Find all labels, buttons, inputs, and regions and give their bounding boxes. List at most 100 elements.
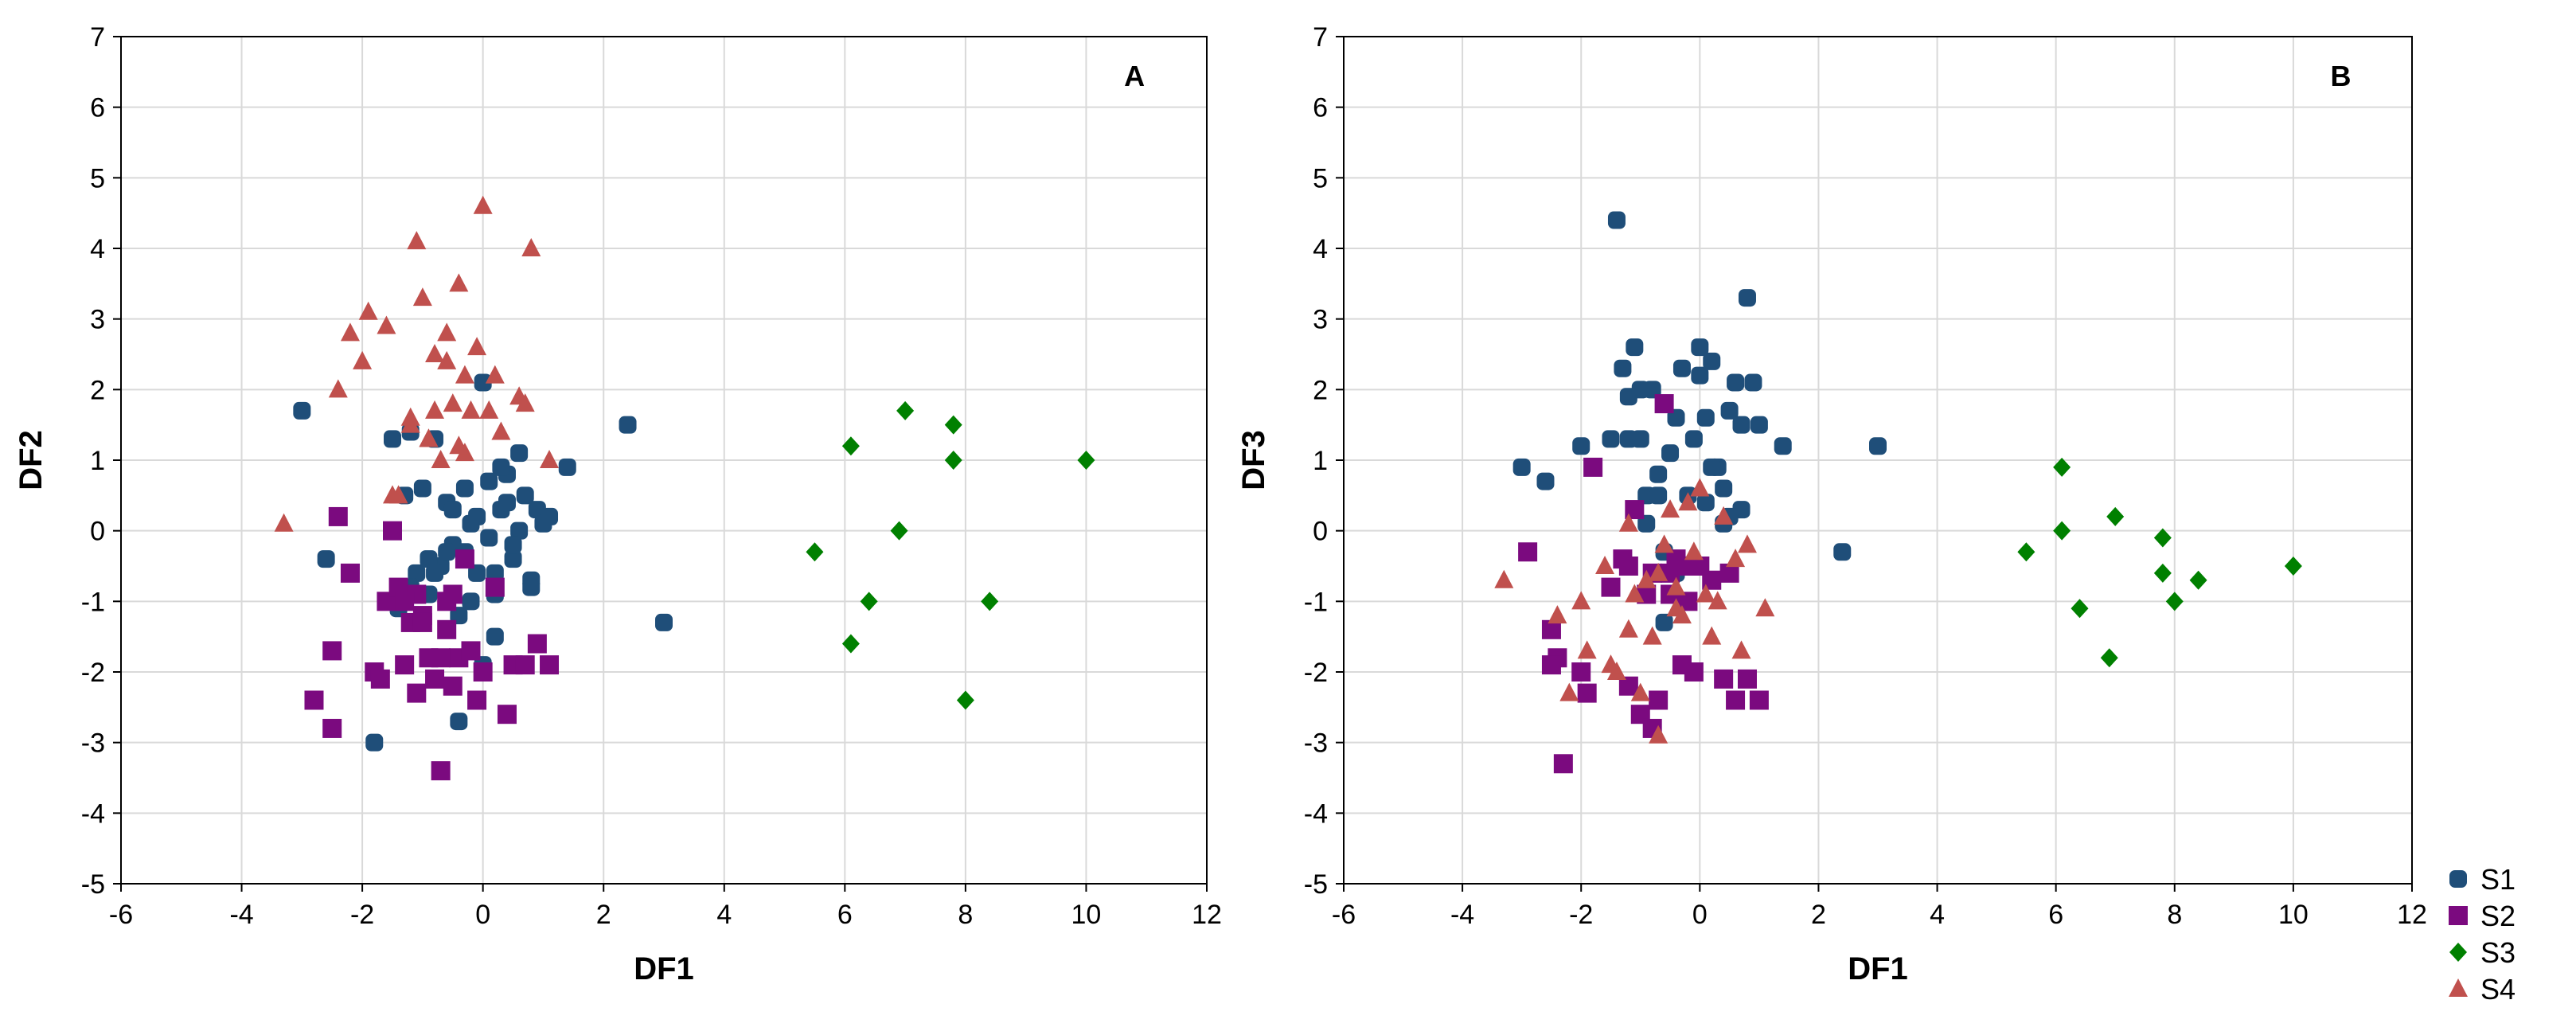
x-tick-label-b: 2 xyxy=(1811,900,1826,930)
panel-label-a: A xyxy=(1124,60,1145,92)
point-s4 xyxy=(1571,591,1591,610)
point-s1 xyxy=(1732,416,1751,434)
series-s3-a xyxy=(806,400,1095,710)
point-s1 xyxy=(1833,543,1852,561)
point-s4 xyxy=(1559,682,1579,701)
legend-item-s4: S4 xyxy=(2449,973,2516,1006)
point-s4 xyxy=(1649,724,1669,744)
point-s4 xyxy=(1666,598,1686,617)
x-tick-label-a: 12 xyxy=(1192,900,1222,930)
point-s2 xyxy=(412,612,432,632)
point-s2 xyxy=(540,655,560,675)
point-s4 xyxy=(340,322,360,342)
point-s4 xyxy=(1661,499,1680,518)
point-s2 xyxy=(425,669,445,689)
y-tick-label-b: -2 xyxy=(1304,658,1328,688)
point-s2 xyxy=(1583,457,1603,477)
series-s2-b xyxy=(1518,394,1769,774)
point-s4 xyxy=(449,435,469,455)
y-tick-label-a: 6 xyxy=(90,93,105,123)
legend-marker-s4 xyxy=(2449,978,2468,997)
point-s2 xyxy=(1714,669,1734,689)
point-s4 xyxy=(274,513,294,532)
x-axis-title-a: DF1 xyxy=(634,951,694,986)
point-s1 xyxy=(413,479,431,498)
x-tick-label-b: 8 xyxy=(2167,900,2182,930)
point-s1 xyxy=(510,444,529,463)
y-tick-label-b: 7 xyxy=(1313,22,1328,53)
point-s4 xyxy=(437,322,457,342)
point-s3 xyxy=(896,400,915,420)
legend-item-s2: S2 xyxy=(2449,900,2516,932)
y-tick-label-a: 2 xyxy=(90,375,105,405)
point-s3 xyxy=(2053,457,2071,477)
y-tick-label-a: 7 xyxy=(90,22,105,53)
x-tick-label-b: 10 xyxy=(2278,900,2309,930)
point-s1 xyxy=(1572,437,1590,455)
point-s2 xyxy=(1749,690,1769,710)
point-s3 xyxy=(1077,451,1095,470)
y-axis-title-a: DF2 xyxy=(14,430,49,490)
point-s3 xyxy=(2165,592,2184,611)
x-tick-label-a: 8 xyxy=(958,900,973,930)
point-s1 xyxy=(384,430,401,448)
point-s2 xyxy=(527,634,547,654)
x-tick-label-b: 6 xyxy=(2048,900,2063,930)
point-s1 xyxy=(486,564,504,582)
series-s2-a xyxy=(304,506,560,781)
point-s1 xyxy=(468,564,486,582)
point-s2 xyxy=(1518,542,1538,562)
legend-marker-s2 xyxy=(2449,906,2468,925)
point-s4 xyxy=(515,393,535,412)
point-s3 xyxy=(841,436,860,456)
point-s1 xyxy=(450,713,468,731)
y-tick-label-a: -4 xyxy=(81,799,105,829)
point-s4 xyxy=(485,365,505,384)
point-s4 xyxy=(1630,682,1650,701)
legend-marker-s1 xyxy=(2449,870,2467,888)
point-s2 xyxy=(1654,394,1674,414)
point-s4 xyxy=(473,195,493,214)
point-s4 xyxy=(521,238,541,256)
point-s1 xyxy=(480,472,498,490)
point-s3 xyxy=(944,451,962,470)
point-s2 xyxy=(1618,557,1638,576)
x-tick-label-a: 10 xyxy=(1071,900,1102,930)
point-s2 xyxy=(1684,662,1704,682)
y-tick-label-b: 3 xyxy=(1313,305,1328,335)
point-s2 xyxy=(431,761,451,781)
point-s3 xyxy=(890,521,908,541)
point-s3 xyxy=(2284,557,2302,576)
point-s2 xyxy=(395,592,415,611)
point-s1 xyxy=(1744,373,1762,392)
point-s3 xyxy=(956,690,974,710)
point-s2 xyxy=(340,563,360,583)
point-s2 xyxy=(1577,683,1597,703)
point-s1 xyxy=(1703,458,1721,476)
x-tick-label-b: 12 xyxy=(2397,900,2427,930)
point-s4 xyxy=(1755,598,1775,617)
y-tick-label-a: -2 xyxy=(81,658,105,688)
legend-label-s3: S3 xyxy=(2480,936,2516,969)
y-tick-label-b: 1 xyxy=(1313,446,1328,476)
point-s1 xyxy=(504,550,522,568)
point-s3 xyxy=(2153,563,2172,583)
point-s1 xyxy=(504,536,522,554)
y-tick-label-b: -4 xyxy=(1304,799,1328,829)
y-tick-label-b: 2 xyxy=(1313,375,1328,405)
point-s1 xyxy=(1607,211,1626,229)
point-s4 xyxy=(419,428,439,447)
point-s4 xyxy=(1678,492,1698,511)
point-s4 xyxy=(1737,534,1757,553)
x-tick-label-b: 0 xyxy=(1692,900,1708,930)
point-s4 xyxy=(1494,569,1514,588)
legend-marker-s3 xyxy=(2449,943,2467,962)
point-s4 xyxy=(1625,584,1645,603)
y-tick-label-b: -5 xyxy=(1304,869,1328,900)
point-s4 xyxy=(1649,562,1669,581)
point-s4 xyxy=(1696,584,1715,603)
point-s4 xyxy=(1618,513,1638,532)
y-tick-label-a: 1 xyxy=(90,446,105,476)
point-s2 xyxy=(322,718,342,738)
